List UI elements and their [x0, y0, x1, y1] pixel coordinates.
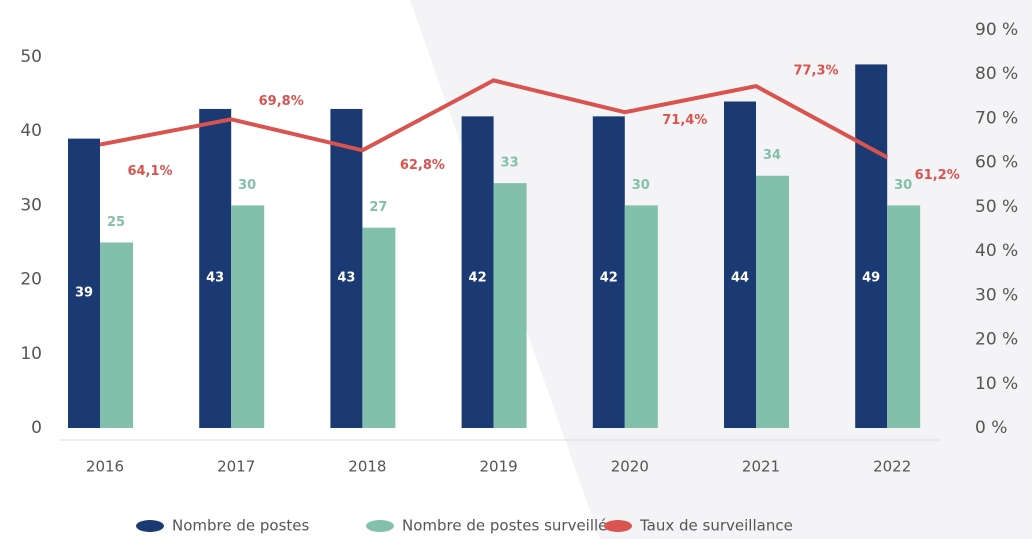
line-value-label: 77,3%	[793, 64, 838, 79]
bar-value-label: 43	[206, 271, 224, 286]
bar	[592, 116, 625, 429]
legend-label: Nombre de postes surveillés	[402, 517, 615, 535]
y2-tick-label: 70 %	[975, 108, 1018, 128]
bar	[461, 116, 494, 429]
y2-tick-label: 60 %	[975, 153, 1018, 173]
line-value-label: 61,2%	[915, 168, 960, 183]
y-tick-label: 30	[20, 195, 42, 215]
x-tick-label: 2022	[873, 458, 911, 476]
bar	[362, 227, 396, 428]
bar-value-label: 25	[107, 215, 125, 230]
line-value-label: 71,4%	[662, 113, 707, 128]
bar-value-label: 39	[75, 286, 93, 301]
y-tick-label: 50	[20, 47, 42, 67]
y2-tick-label: 50 %	[975, 197, 1018, 217]
legend-swatch	[604, 520, 632, 532]
y-tick-label: 0	[31, 418, 42, 438]
bar-value-label: 42	[600, 271, 618, 286]
x-tick-label: 2016	[86, 458, 124, 476]
y-tick-label: 10	[20, 344, 42, 364]
bar	[231, 205, 265, 428]
x-tick-label: 2018	[348, 458, 386, 476]
bar	[887, 205, 921, 428]
bar	[330, 108, 363, 428]
bar	[624, 205, 658, 428]
legend-swatch	[136, 520, 164, 532]
y2-tick-label: 30 %	[975, 285, 1018, 305]
legend-label: Taux de surveillance	[639, 517, 793, 535]
bar-value-label: 30	[238, 178, 256, 193]
bar	[493, 183, 527, 428]
bar-value-label: 30	[894, 178, 912, 193]
bar	[100, 242, 133, 428]
bar	[724, 101, 756, 429]
bar-value-label: 33	[501, 156, 519, 171]
bar-value-label: 44	[731, 271, 749, 286]
legend-label: Nombre de postes	[172, 517, 310, 535]
y2-tick-label: 0 %	[975, 418, 1007, 438]
y2-tick-label: 90 %	[975, 20, 1018, 40]
y2-tick-label: 80 %	[975, 64, 1018, 84]
bar-value-label: 27	[369, 200, 387, 215]
y2-tick-label: 40 %	[975, 241, 1018, 261]
bar-value-label: 34	[763, 148, 781, 163]
y2-tick-label: 20 %	[975, 330, 1018, 350]
bar-value-label: 30	[632, 178, 650, 193]
y-tick-label: 40	[20, 121, 42, 141]
line-value-label: 69,8%	[259, 94, 304, 109]
x-tick-label: 2020	[611, 458, 649, 476]
bar-value-label: 42	[469, 271, 487, 286]
x-tick-label: 2019	[480, 458, 518, 476]
y-tick-label: 20	[20, 270, 42, 290]
x-tick-label: 2021	[742, 458, 780, 476]
bar	[855, 64, 888, 429]
bar	[68, 138, 100, 428]
line-value-label: 64,1%	[127, 164, 172, 179]
bar-value-label: 43	[337, 271, 355, 286]
line-value-label: 62,8%	[400, 158, 445, 173]
bar	[199, 108, 232, 428]
legend-swatch	[366, 520, 394, 532]
bar	[756, 175, 789, 428]
line	[99, 78, 889, 160]
y2-tick-label: 10 %	[975, 374, 1018, 394]
bar-value-label: 49	[862, 271, 880, 286]
x-tick-label: 2017	[217, 458, 255, 476]
